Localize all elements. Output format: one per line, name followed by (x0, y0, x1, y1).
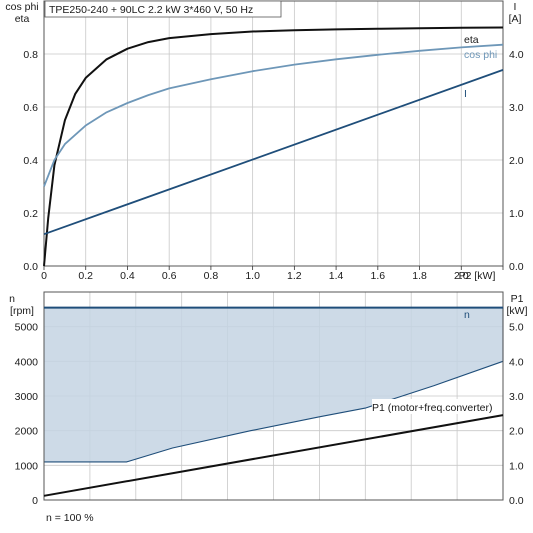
top-left-axis-label-line2: eta (15, 13, 30, 25)
bottom-right-tick-label: 1.0 (509, 460, 524, 472)
bottom-left-axis-label-line2: [rpm] (10, 305, 34, 317)
p1-series-label: P1 (motor+freq.converter) (372, 402, 493, 414)
top-chart-title-box (44, 0, 282, 18)
operating-range-area (44, 307, 503, 462)
bottom-right-tick-label: 2.0 (509, 426, 524, 438)
p1-label-background (372, 399, 498, 414)
bottom-chart-frame (43, 291, 504, 501)
top-x-tick-label: 0.2 (78, 270, 93, 282)
top-x-tick-label: 0.4 (120, 270, 135, 282)
top-left-tick-label: 0.2 (23, 208, 38, 220)
bottom-right-tick-label: 4.0 (509, 356, 524, 368)
top-x-tick-label: 1.4 (329, 270, 344, 282)
bottom-left-tick-label: 0 (32, 495, 38, 507)
speed-series-label: n (464, 309, 470, 321)
p1-line (43, 414, 504, 497)
bottom-left-axis-label-line1: n (9, 293, 15, 305)
top-chart-ticks: 0 0.2 0.4 0.6 0.8 1.0 1.2 1.4 1.6 1.8 2.0 0.0 0.2 0.4… (23, 49, 523, 282)
top-x-tick-label: 0.8 (204, 270, 219, 282)
bottom-left-tick-label: 3000 (15, 391, 39, 403)
top-chart-title: TPE250-240 + 90LC 2.2 kW 3*460 V, 50 Hz (49, 4, 253, 16)
top-right-tick-label: 4.0 (509, 49, 524, 61)
bottom-right-tick-label: 0.0 (509, 495, 524, 507)
bottom-left-tick-label: 2000 (15, 426, 39, 438)
top-left-tick-label: 0.0 (23, 261, 38, 273)
bottom-left-tick-label: 5000 (15, 322, 39, 334)
bottom-right-axis-label-line2: [kW] (507, 305, 528, 317)
top-x-tick-label: 1.2 (287, 270, 302, 282)
bottom-chart-series (43, 306, 504, 497)
bottom-right-tick-label: 3.0 (509, 391, 524, 403)
top-chart-grid (43, 1, 504, 267)
footer-note: n = 100 % (46, 512, 94, 524)
cosphi-series-label: cos phi (464, 49, 497, 61)
top-x-tick-label: 1.6 (371, 270, 386, 282)
bottom-right-tick-label: 5.0 (509, 322, 524, 334)
top-x-tick-label: 1.0 (245, 270, 260, 282)
top-x-tick-label: 0 (41, 270, 47, 282)
top-x-axis-label: P2 [kW] (459, 270, 496, 282)
top-x-tick-label: 1.8 (412, 270, 427, 282)
top-x-tick-label: 2.0 (454, 270, 469, 282)
top-chart-frame (43, 0, 504, 267)
eta-line (43, 26, 504, 267)
top-right-tick-label: 1.0 (509, 208, 524, 220)
top-left-tick-label: 0.4 (23, 155, 38, 167)
top-left-axis-label-line1: cos phi (5, 1, 38, 13)
top-left-tick-label: 0.8 (23, 49, 38, 61)
top-right-axis-label-line2: [A] (509, 13, 522, 25)
bottom-right-axis-label-line1: P1 (511, 293, 524, 305)
top-x-tick-label: 0.6 (162, 270, 177, 282)
top-right-tick-label: 0.0 (509, 261, 524, 273)
top-right-axis-label-line1: I (514, 1, 517, 13)
bottom-left-tick-label: 1000 (15, 460, 39, 472)
top-left-tick-label: 0.6 (23, 102, 38, 114)
top-chart-series (43, 26, 504, 267)
bottom-left-tick-label: 4000 (15, 356, 39, 368)
top-right-tick-label: 2.0 (509, 155, 524, 167)
bottom-chart-ticks: 0 1000 2000 3000 4000 5000 0.0 1.0 2.0 3.0 4.0 5.0 (15, 322, 524, 507)
top-right-tick-label: 3.0 (509, 102, 524, 114)
current-line (43, 69, 504, 236)
operating-range-lower-edge (44, 360, 504, 463)
eta-series-label: eta (464, 34, 479, 46)
cosphi-line (43, 43, 504, 187)
current-series-label: I (464, 88, 467, 100)
